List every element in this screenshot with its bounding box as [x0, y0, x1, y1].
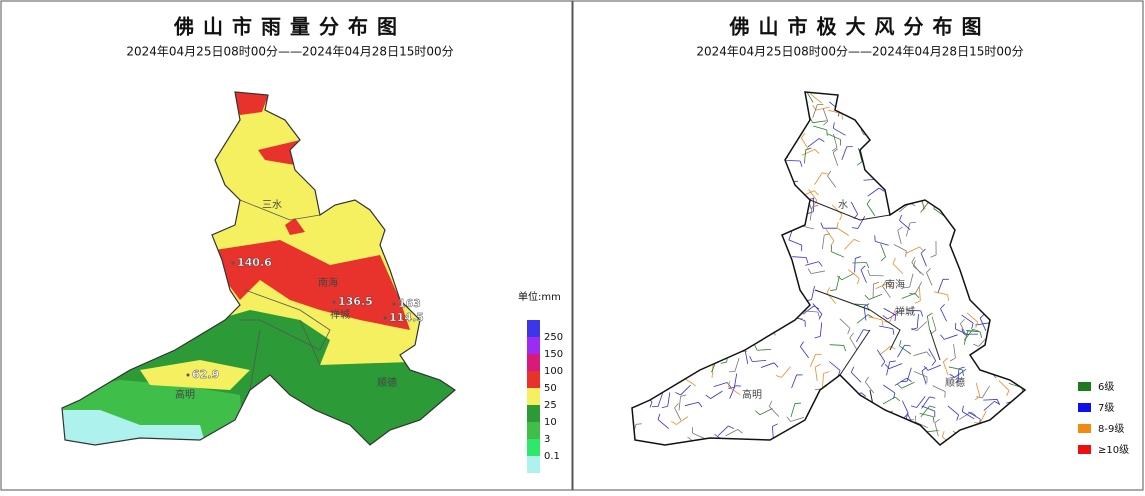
station-dot [232, 262, 235, 265]
title: 佛山市极大风分布图 [729, 15, 991, 39]
legend-label: 50 [544, 383, 557, 394]
title: 佛山市雨量分布图 [173, 15, 406, 39]
legend-swatch [1078, 403, 1091, 412]
legend-label: ≥10级 [1098, 444, 1129, 456]
legend-swatch [527, 439, 540, 456]
legend-swatch [527, 320, 540, 337]
place-label: 南海 [318, 276, 338, 289]
legend-swatch [527, 422, 540, 439]
legend-swatch [1078, 382, 1091, 391]
legend-swatch [527, 456, 540, 473]
legend-swatch [527, 388, 540, 405]
legend-label: 150 [544, 349, 563, 360]
wind-barb [852, 262, 866, 263]
station-value: 114.5 [389, 311, 424, 324]
legend-swatch [1078, 445, 1091, 454]
station-value: 163 [398, 297, 421, 310]
place-label: 禅城 [330, 308, 350, 321]
station-dot [393, 303, 396, 306]
wind-barb [636, 424, 642, 425]
place-label: 南海 [885, 278, 905, 291]
legend-label: 3 [544, 434, 550, 445]
legend-swatch [527, 337, 540, 354]
legend-swatch [1078, 424, 1091, 433]
place-label: 水 [838, 199, 848, 211]
wind-barb [827, 130, 828, 136]
legend-label: 6级 [1098, 381, 1114, 393]
place-label: 三水 [262, 199, 282, 211]
legend-label: 7级 [1098, 402, 1114, 414]
station-value: 62.9 [192, 368, 219, 381]
legend-swatch [527, 405, 540, 422]
legend-label: 250 [544, 332, 563, 343]
station-dot [333, 301, 336, 304]
place-label: 顺德 [945, 376, 965, 389]
legend-label: 25 [544, 400, 557, 411]
station-dot [187, 374, 190, 377]
place-label: 高明 [175, 388, 195, 401]
legend-label: 0.1 [544, 451, 560, 462]
subtitle: 2024年04月25日08时00分——2024年04月28日15时00分 [696, 45, 1023, 59]
place-label: 顺德 [377, 376, 397, 389]
station-value: 136.5 [338, 295, 373, 308]
place-label: 禅城 [895, 305, 915, 318]
place-label: 高明 [742, 388, 762, 401]
station-dot [384, 317, 387, 320]
legend-swatch [527, 354, 540, 371]
unit: 单位:mm [518, 290, 561, 303]
right-panel [573, 1, 1143, 490]
legend-swatch [527, 371, 540, 388]
legend-label: 8-9级 [1098, 423, 1124, 435]
wind-barb [875, 235, 876, 241]
legend-label: 10 [544, 417, 557, 428]
subtitle: 2024年04月25日08时00分——2024年04月28日15时00分 [126, 45, 453, 59]
legend-label: 100 [544, 366, 563, 377]
station-value: 140.6 [237, 256, 272, 269]
